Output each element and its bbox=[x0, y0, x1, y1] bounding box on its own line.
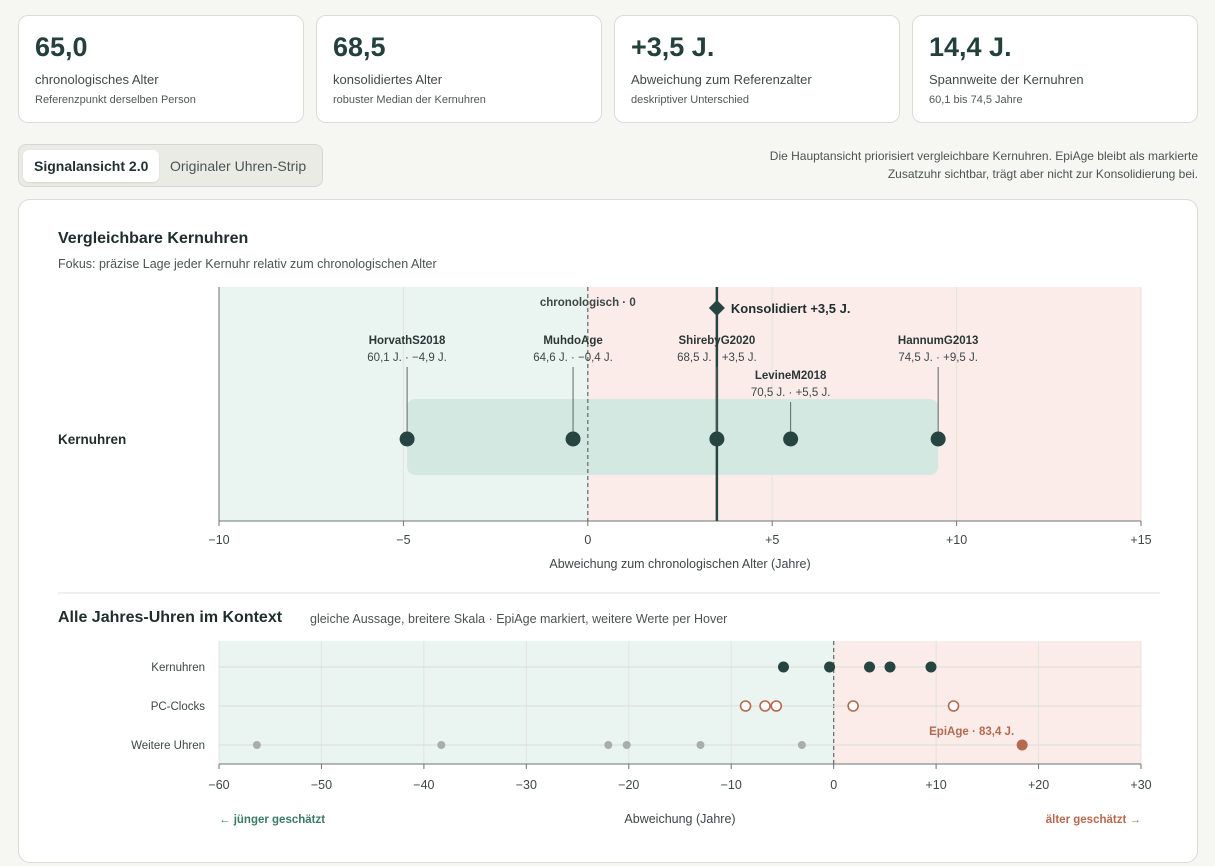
x-tick-label: +10 bbox=[926, 778, 947, 792]
kpi-value: 14,4 J. bbox=[929, 32, 1012, 62]
tab-original-strip[interactable]: Originaler Uhren-Strip bbox=[170, 158, 307, 174]
pc-clock-point bbox=[947, 700, 960, 712]
row-label-kernuhren: Kernuhren bbox=[58, 432, 126, 447]
pc-clock-point bbox=[847, 700, 859, 712]
kpi-value: 65,0 bbox=[35, 32, 88, 62]
epiage-label: EpiAge · 83,4 J. bbox=[929, 726, 1014, 738]
other-clock-point bbox=[252, 741, 261, 749]
kpi-label: Abweichung zum Referenzalter bbox=[631, 72, 812, 87]
point-value-label: 74,5 J. · +9,5 J. bbox=[898, 352, 978, 364]
point-name-label: HannumG2013 bbox=[898, 335, 979, 347]
consolidated-marker bbox=[708, 300, 725, 316]
x-tick-label: +15 bbox=[1130, 533, 1151, 547]
x-tick-label: −20 bbox=[618, 778, 639, 792]
kernuhr-point bbox=[864, 661, 876, 673]
core-clocks-title: Vergleichbare Kernuhren bbox=[58, 230, 249, 247]
series-row-label: Kernuhren bbox=[151, 662, 205, 674]
kpi-label: chronologisches Alter bbox=[35, 72, 159, 87]
x-tick-label: +30 bbox=[1130, 778, 1151, 792]
x-tick-label: 0 bbox=[830, 778, 837, 792]
chronological-label: chronologisch · 0 bbox=[540, 297, 636, 309]
all-clocks-subtitle: gleiche Aussage, breitere Skala · EpiAge… bbox=[310, 612, 728, 626]
info-note: Die Hauptansicht priorisiert vergleichba… bbox=[769, 149, 1198, 181]
kpi-card-chronological-age: 65,0 chronologisches Alter Referenzpunkt… bbox=[18, 15, 304, 123]
kpi-subtext: deskriptiver Unterschied bbox=[631, 94, 749, 106]
x-tick-label: 0 bbox=[584, 533, 591, 547]
all-clocks-title: Alle Jahres-Uhren im Kontext bbox=[58, 609, 283, 626]
core-clock-point bbox=[930, 431, 946, 447]
kernuhr-point bbox=[884, 661, 896, 673]
pc-clock-point bbox=[739, 700, 752, 712]
point-name-label: LevineM2018 bbox=[755, 370, 827, 382]
kpi-card-range: 14,4 J. Spannweite der Kernuhren 60,1 bi… bbox=[912, 15, 1198, 123]
x-tick-label: −5 bbox=[396, 533, 410, 547]
point-name-label: MuhdoAge bbox=[543, 335, 602, 347]
x-tick-label: +20 bbox=[1028, 778, 1049, 792]
tab-signal-view[interactable]: Signalansicht 2.0 bbox=[23, 150, 160, 182]
kpi-label: Spannweite der Kernuhren bbox=[929, 72, 1084, 87]
x-axis-title: Abweichung zum chronologischen Alter (Ja… bbox=[549, 557, 810, 571]
other-clock-point bbox=[437, 741, 446, 749]
x-tick-label: −10 bbox=[208, 533, 229, 547]
younger-hint: ← jünger geschätzt bbox=[219, 814, 325, 826]
series-row-label: PC-Clocks bbox=[151, 701, 206, 713]
kpi-value: +3,5 J. bbox=[631, 32, 715, 62]
older-hint: älter geschätzt → bbox=[1046, 814, 1141, 826]
point-value-label: 64,6 J. · −0,4 J. bbox=[533, 352, 613, 364]
core-clocks-subtitle: Fokus: präzise Lage jeder Kernuhr relati… bbox=[58, 257, 437, 271]
x-axis-title: Abweichung (Jahre) bbox=[624, 812, 735, 826]
point-value-label: 70,5 J. · +5,5 J. bbox=[751, 387, 831, 399]
core-range-band bbox=[407, 399, 939, 475]
x-tick-label: −50 bbox=[311, 778, 332, 792]
x-tick-label: +5 bbox=[765, 533, 779, 547]
kpi-label: konsolidiertes Alter bbox=[333, 72, 443, 87]
x-tick-label: −60 bbox=[208, 778, 229, 792]
kpi-subtext: Referenzpunkt derselben Person bbox=[35, 94, 196, 106]
x-tick-label: +10 bbox=[946, 533, 967, 547]
core-clock-point bbox=[709, 431, 725, 447]
kpi-card-consolidated-age: 68,5 konsolidiertes Alter robuster Media… bbox=[316, 15, 602, 123]
other-clock-point bbox=[696, 741, 705, 749]
point-value-label: 68,5 J. · +3,5 J. bbox=[677, 352, 757, 364]
kpi-value: 68,5 bbox=[333, 32, 386, 62]
point-name-label: HorvathS2018 bbox=[369, 335, 446, 347]
epiage-point bbox=[1016, 739, 1028, 751]
kpi-subtext: robuster Median der Kernuhren bbox=[333, 94, 486, 106]
pc-clock-point bbox=[759, 700, 771, 712]
core-clock-point bbox=[565, 431, 581, 447]
consolidated-label: Konsolidiert +3,5 J. bbox=[731, 301, 851, 316]
core-clock-point bbox=[783, 431, 799, 447]
pc-clock-point bbox=[770, 700, 783, 712]
older-zone bbox=[833, 641, 1141, 764]
core-clock-point bbox=[399, 431, 415, 447]
kernuhr-point bbox=[925, 661, 937, 673]
point-name-label: ShirebyG2020 bbox=[679, 335, 756, 347]
kpi-subtext: 60,1 bis 74,5 Jahre bbox=[929, 94, 1023, 106]
other-clock-point bbox=[604, 741, 613, 749]
kernuhr-point bbox=[777, 661, 789, 673]
kernuhr-point bbox=[824, 661, 836, 673]
point-value-label: 60,1 J. · −4,9 J. bbox=[367, 352, 447, 364]
series-row-label: Weitere Uhren bbox=[131, 740, 205, 752]
x-tick-label: −40 bbox=[413, 778, 434, 792]
x-tick-label: −30 bbox=[516, 778, 537, 792]
x-tick-label: −10 bbox=[721, 778, 742, 792]
other-clock-point bbox=[797, 741, 806, 749]
chart-panel: Vergleichbare Kernuhren Fokus: präzise L… bbox=[18, 199, 1198, 863]
kpi-card-deviation: +3,5 J. Abweichung zum Referenzalter des… bbox=[614, 15, 900, 123]
view-tabs: Signalansicht 2.0 Originaler Uhren-Strip bbox=[18, 144, 323, 187]
other-clock-point bbox=[622, 741, 631, 749]
